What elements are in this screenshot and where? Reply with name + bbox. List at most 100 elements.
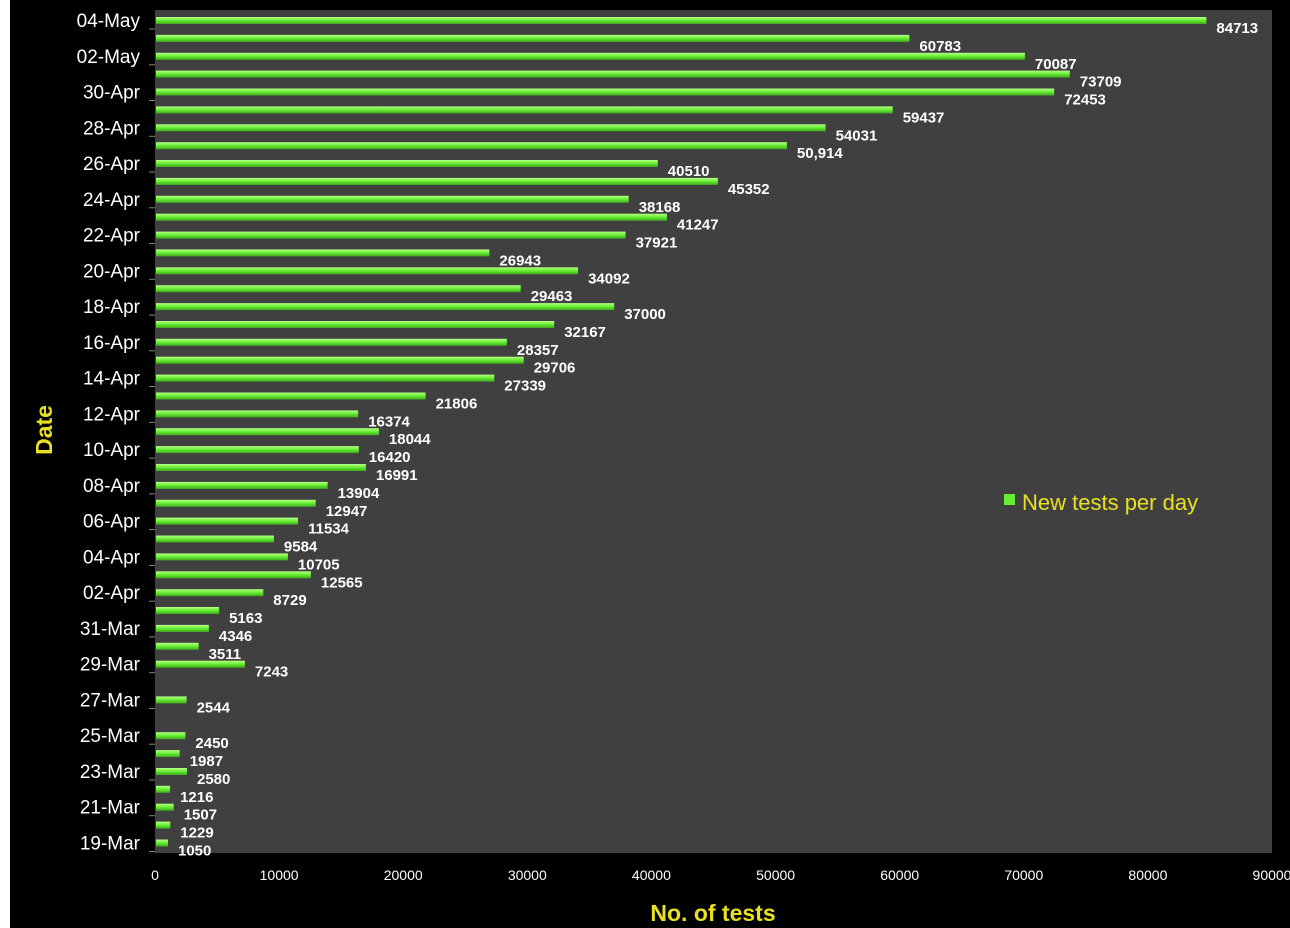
data-label-11-Apr: 18044 xyxy=(389,431,431,448)
data-label-08-Apr: 13904 xyxy=(338,485,380,502)
y-tick-label: 29-Mar xyxy=(80,655,141,676)
y-tick-label: 12-Apr xyxy=(83,404,141,425)
bar-10-Apr xyxy=(156,446,359,454)
y-tick-label: 24-Apr xyxy=(83,190,141,211)
bar-02-Apr xyxy=(156,589,264,597)
data-label-27-Apr: 50,914 xyxy=(797,145,844,162)
data-label-12-Apr: 16374 xyxy=(368,413,410,430)
x-tick-label: 30000 xyxy=(508,867,547,883)
y-tick-label: 02-May xyxy=(77,47,141,68)
x-tick-label: 20000 xyxy=(384,867,423,883)
bar-15-Apr xyxy=(156,356,524,364)
x-tick-label: 60000 xyxy=(880,867,919,883)
data-label-26-Apr: 40510 xyxy=(668,163,710,180)
bar-29-Mar xyxy=(156,660,245,668)
bar-01-Apr xyxy=(156,607,220,614)
x-tick-label: 50000 xyxy=(756,867,795,883)
data-label-30-Mar: 3511 xyxy=(209,646,242,663)
bar-19-Mar xyxy=(156,839,168,847)
data-label-19-Mar: 1050 xyxy=(178,843,211,860)
data-label-04-Apr: 10705 xyxy=(298,556,340,573)
y-tick-label: 04-Apr xyxy=(83,547,141,568)
x-tick-label: 40000 xyxy=(632,867,671,883)
data-label-15-Apr: 29706 xyxy=(534,360,576,377)
y-tick-label: 06-Apr xyxy=(83,512,141,533)
bar-27-Mar xyxy=(156,696,187,704)
bar-22-Apr xyxy=(156,231,626,239)
y-axis-ticks: 04-May 02-May 30-Apr 28-Apr 26-Apr 24-Apr 22-A… xyxy=(77,11,155,855)
y-tick-label: 04-May xyxy=(77,11,141,32)
y-tick-label: 25-Mar xyxy=(80,726,141,747)
bar-28-Apr xyxy=(156,124,826,132)
bar-06-Apr xyxy=(156,517,299,525)
data-label-03-May: 60783 xyxy=(919,38,961,55)
bar-11-Apr xyxy=(156,428,379,436)
y-tick-label: 16-Apr xyxy=(83,333,141,354)
legend: New tests per day xyxy=(1004,490,1198,515)
y-tick-label: 19-Mar xyxy=(80,834,141,855)
bar-30-Apr xyxy=(156,88,1055,96)
x-tick-label: 90000 xyxy=(1253,867,1290,883)
data-label-22-Mar: 1216 xyxy=(180,789,213,806)
y-tick-label: 28-Apr xyxy=(83,118,141,139)
data-label-23-Apr: 41247 xyxy=(677,217,719,234)
x-tick-label: 80000 xyxy=(1128,867,1167,883)
data-label-19-Apr: 29463 xyxy=(531,288,573,305)
bar-30-Mar xyxy=(156,642,199,650)
data-label-29-Mar: 7243 xyxy=(255,664,288,681)
bar-04-Apr xyxy=(156,553,288,561)
data-label-13-Apr: 21806 xyxy=(436,396,478,413)
data-label-14-Apr: 27339 xyxy=(504,378,546,395)
bar-03-Apr xyxy=(156,571,311,579)
data-label-28-Apr: 54031 xyxy=(836,127,878,144)
bar-29-Apr xyxy=(156,106,893,114)
data-label-23-Mar: 2580 xyxy=(197,771,230,788)
data-label-02-Apr: 8729 xyxy=(273,592,306,609)
bar-07-Apr xyxy=(156,499,316,507)
data-label-29-Apr: 59437 xyxy=(903,109,945,126)
y-tick-label: 31-Mar xyxy=(80,619,141,640)
data-label-07-Apr: 12947 xyxy=(326,503,368,520)
y-tick-label: 08-Apr xyxy=(83,476,141,497)
bar-18-Apr xyxy=(156,303,615,311)
x-axis-ticks: 0 10000 20000 30000 40000 50000 60000 70000 8000… xyxy=(151,867,1290,883)
bar-04-May xyxy=(156,17,1207,24)
bar-01-May xyxy=(156,70,1070,78)
bar-20-Apr xyxy=(156,267,579,275)
y-tick-label: 18-Apr xyxy=(83,297,141,318)
y-tick-label: 22-Apr xyxy=(83,226,141,247)
bar-24-Apr xyxy=(156,195,629,203)
bar-25-Apr xyxy=(156,177,718,185)
y-tick-label: 20-Apr xyxy=(83,261,141,282)
bar-16-Apr xyxy=(156,338,507,346)
data-label-18-Apr: 37000 xyxy=(624,306,666,323)
data-label-24-Mar: 1987 xyxy=(190,753,223,770)
y-tick-label: 10-Apr xyxy=(83,440,141,461)
x-tick-label: 0 xyxy=(151,867,159,883)
data-label-01-Apr: 5163 xyxy=(229,610,262,627)
x-tick-label: 70000 xyxy=(1004,867,1043,883)
data-label-22-Apr: 37921 xyxy=(636,235,678,252)
data-label-17-Apr: 32167 xyxy=(564,324,606,341)
bar-23-Apr xyxy=(156,213,667,221)
data-label-21-Mar: 1507 xyxy=(184,807,217,824)
data-label-01-May: 73709 xyxy=(1080,74,1122,91)
data-label-09-Apr: 16991 xyxy=(376,467,418,484)
bar-03-May xyxy=(156,34,910,42)
bar-31-Mar xyxy=(156,624,209,632)
bar-24-Mar xyxy=(156,750,180,758)
data-label-03-Apr: 12565 xyxy=(321,574,363,591)
bar-05-Apr xyxy=(156,535,274,543)
y-tick-label: 21-Mar xyxy=(80,798,141,819)
bar-23-Mar xyxy=(156,768,187,775)
y-tick-label: 14-Apr xyxy=(83,369,141,390)
data-label-21-Apr: 26943 xyxy=(499,252,541,269)
data-label-31-Mar: 4346 xyxy=(219,628,252,645)
data-label-25-Apr: 45352 xyxy=(728,181,770,198)
y-tick-label: 30-Apr xyxy=(83,83,141,104)
bar-19-Apr xyxy=(156,285,521,293)
bar-25-Mar xyxy=(156,732,186,740)
data-label-05-Apr: 9584 xyxy=(284,539,318,556)
